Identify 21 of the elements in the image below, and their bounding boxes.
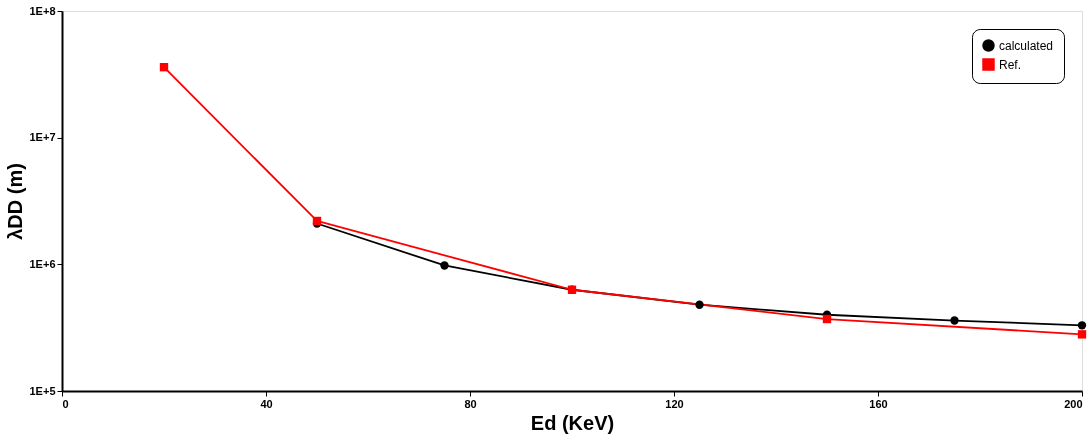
y-tick-label: 1E+7 [29, 131, 56, 144]
point [440, 261, 449, 270]
x-tick-label: 200 [1064, 397, 1083, 410]
x-tick-label: 0 [62, 397, 69, 410]
x-tick-label: 80 [464, 397, 477, 410]
point [950, 316, 959, 325]
y-axis-title: λDD (m) [3, 163, 26, 240]
y-tick-label: 1E+8 [29, 4, 56, 17]
x-tick-label: 40 [260, 397, 273, 410]
y-tick-label: 1E+6 [29, 257, 56, 270]
point [1077, 321, 1087, 330]
point [695, 300, 704, 309]
point [1077, 330, 1087, 339]
point [822, 314, 832, 324]
x-tick-label: 160 [869, 397, 888, 410]
legend-label: calculated [999, 38, 1054, 53]
x-axis-title: Ed (KeV) [530, 411, 615, 434]
point [159, 63, 169, 72]
y-tick-label: 1E+5 [29, 384, 56, 397]
legend-label: Ref. [999, 57, 1022, 72]
x-tick-label: 120 [665, 397, 684, 410]
